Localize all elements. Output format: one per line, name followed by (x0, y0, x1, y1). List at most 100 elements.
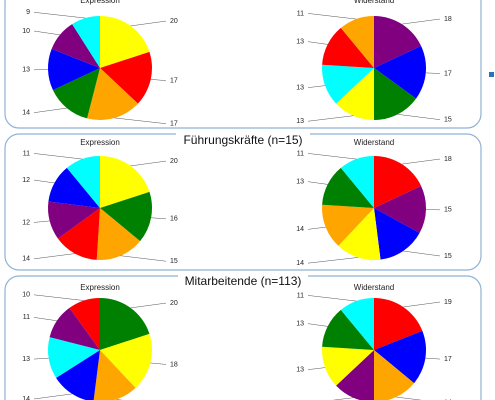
pie-slice (374, 68, 417, 120)
data-label: 18 (444, 16, 452, 23)
leader-line (425, 72, 441, 74)
pie-slice (374, 298, 423, 350)
data-label: 13 (296, 118, 304, 125)
leader-line (307, 13, 357, 20)
leader-line (120, 255, 167, 262)
pie-title: Expression (80, 283, 120, 292)
leader-line (130, 160, 167, 167)
leader-line (33, 253, 75, 260)
data-label: 14 (22, 396, 30, 400)
data-label: 10 (22, 292, 30, 299)
leader-line (403, 250, 441, 257)
data-label: 15 (444, 117, 452, 124)
pie-slice (52, 68, 100, 119)
pie-slice (93, 350, 136, 400)
leader-line (33, 12, 86, 19)
leader-line (307, 226, 326, 230)
pie-slice (47, 337, 100, 378)
data-label: 14 (296, 260, 304, 267)
pie-slice (338, 208, 381, 261)
pie-slice (48, 167, 100, 208)
data-label: 15 (170, 258, 178, 265)
pie-slice (66, 156, 100, 208)
leader-line (114, 117, 167, 124)
leader-line (307, 153, 357, 160)
data-label: 14 (296, 226, 304, 233)
data-label: 10 (22, 28, 30, 35)
leader-line (307, 367, 326, 370)
data-label: 12 (22, 177, 30, 184)
data-label: 13 (22, 356, 30, 363)
pie-slice (47, 48, 100, 91)
data-label: 13 (22, 67, 30, 74)
pie-slice (374, 45, 426, 99)
pie-slice (72, 16, 100, 68)
pie-slice (48, 201, 100, 239)
data-label: 9 (26, 9, 30, 16)
panel (4, 0, 482, 129)
leader-line (151, 217, 167, 220)
pie-slice (322, 27, 374, 68)
data-label: 13 (296, 366, 304, 373)
leader-line (307, 41, 328, 45)
leader-line (307, 115, 354, 122)
pie-slice (100, 156, 150, 208)
leader-line (33, 357, 49, 360)
pie-slice (100, 51, 152, 104)
pie-slice (374, 330, 426, 384)
pie-slice (322, 309, 374, 350)
pie-slice (340, 298, 374, 350)
pie-title: Widerstand (354, 138, 394, 147)
pie-slice (374, 156, 422, 208)
pie-slice (374, 185, 426, 234)
pie-slice (374, 208, 420, 260)
leader-line (307, 181, 328, 185)
leader-line (397, 114, 441, 120)
data-label: 13 (296, 321, 304, 328)
data-label: 11 (297, 10, 304, 17)
data-label: 17 (444, 356, 452, 363)
data-label: 16 (170, 216, 178, 223)
data-label: 14 (22, 256, 30, 263)
pie-slice (100, 298, 150, 350)
pie-slice (336, 68, 374, 120)
pie-slice (321, 346, 374, 386)
section-title: Mitarbeitende (n=113) (185, 274, 302, 288)
leader-line (401, 158, 441, 165)
pie-slice (322, 167, 374, 208)
leader-line (307, 257, 358, 264)
pie-slice (340, 156, 374, 208)
data-label: 11 (297, 292, 304, 299)
pie-slice (374, 350, 415, 400)
leader-line (401, 18, 441, 25)
pie-slice (322, 204, 374, 246)
leader-line (33, 393, 73, 400)
leader-line (33, 317, 58, 322)
data-label: 17 (170, 121, 178, 128)
leader-line (33, 153, 83, 160)
data-label: 11 (23, 150, 30, 157)
leader-line (33, 30, 60, 36)
leader-line (33, 179, 55, 184)
leader-line (33, 107, 67, 113)
data-label: 18 (444, 156, 452, 163)
pie-slice (100, 191, 153, 242)
pie-title: Widerstand (354, 0, 394, 5)
pie-slice (374, 16, 422, 68)
data-label: 11 (297, 150, 304, 157)
section-title-bg (178, 273, 308, 289)
pie-slice (100, 333, 153, 388)
data-label: 17 (170, 77, 178, 84)
leader-line (130, 302, 167, 309)
data-label: 14 (22, 110, 30, 117)
data-label: 13 (296, 179, 304, 186)
leader-line (33, 294, 84, 301)
data-label: 12 (22, 219, 30, 226)
data-label: 15 (444, 253, 452, 260)
data-label: 20 (170, 158, 178, 165)
data-label: 15 (444, 207, 452, 214)
marker (489, 72, 494, 77)
section-title: Führungskräfte (n=15) (183, 133, 302, 147)
pie-title: Widerstand (354, 283, 394, 292)
